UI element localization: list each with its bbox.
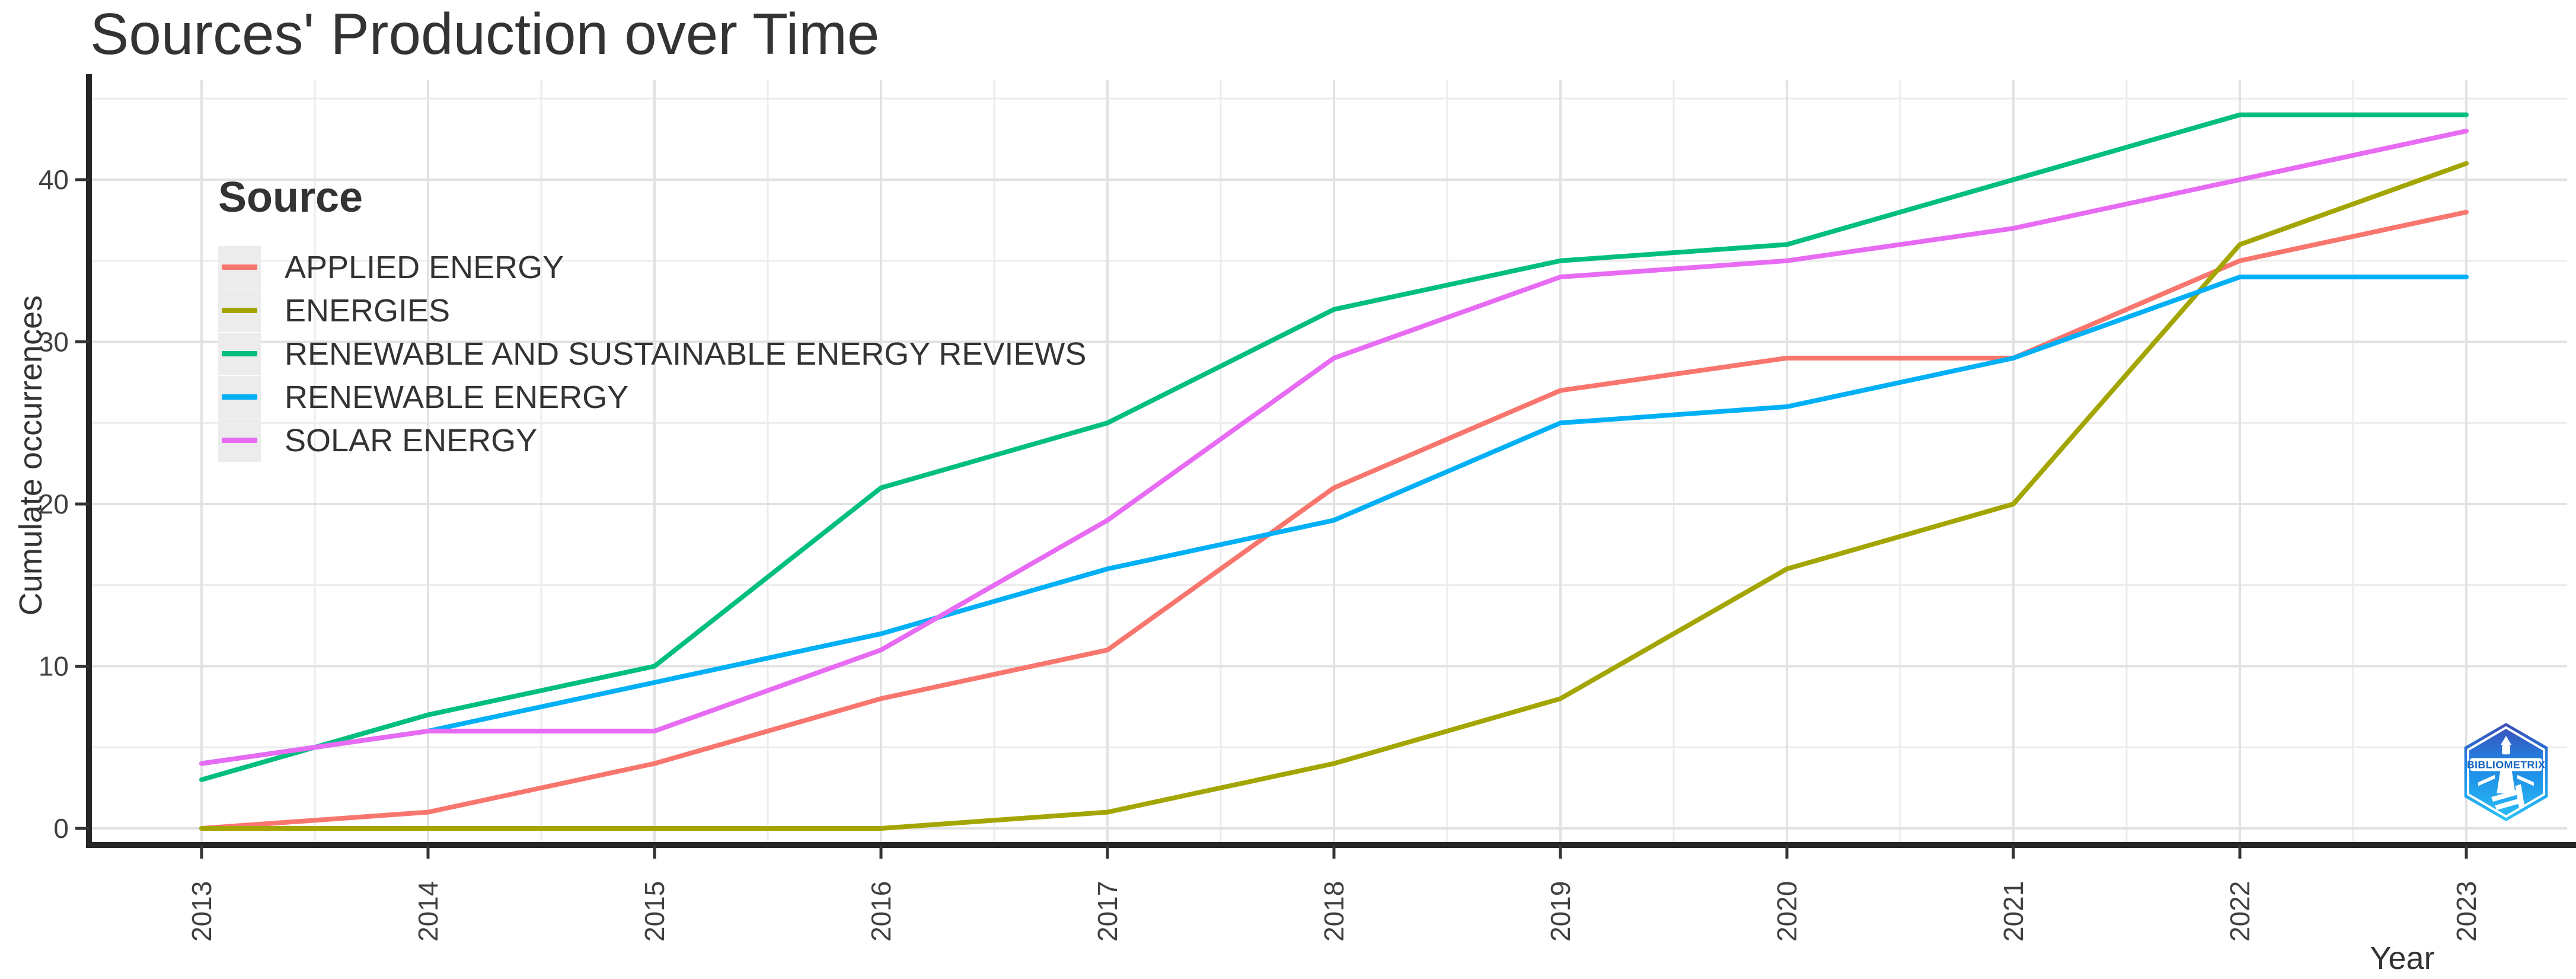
logo-hexagon-border: [2466, 726, 2546, 818]
logo-text: BIBLIOMETRIX: [2467, 759, 2546, 771]
legend-label: ENERGIES: [285, 292, 451, 329]
x-tick-label: 2021: [1998, 881, 2029, 942]
legend-swatch-line: [222, 438, 257, 443]
legend-item: SOLAR ENERGY: [218, 419, 1086, 462]
bibliometrix-logo: BIBLIOMETRIX: [2464, 723, 2548, 821]
legend-label: RENEWABLE AND SUSTAINABLE ENERGY REVIEWS: [285, 336, 1087, 372]
legend: Source APPLIED ENERGY ENERGIES RENEWABLE A…: [218, 173, 1086, 462]
x-tick-label: 2022: [2224, 881, 2255, 942]
legend-key: [218, 245, 261, 289]
series-line-energies: [199, 161, 2469, 831]
series-line-applied-energy: [199, 209, 2469, 831]
x-tick-label: 2017: [1092, 881, 1123, 942]
y-tick-label: 30: [39, 327, 69, 358]
series-line-solar-energy: [199, 128, 2469, 766]
x-axis-title: Year: [2370, 940, 2435, 976]
legend-item: APPLIED ENERGY: [218, 245, 1086, 289]
x-tick-label: 2016: [866, 881, 896, 942]
chart-title: Sources' Production over Time: [90, 1, 880, 66]
logo-band: [2470, 758, 2542, 771]
legend-key: [218, 375, 261, 419]
legend-items: APPLIED ENERGY ENERGIES RENEWABLE AND SUST…: [218, 245, 1086, 462]
legend-swatch-line: [222, 394, 257, 400]
legend-swatch-line: [222, 351, 257, 356]
legend-item: ENERGIES: [218, 289, 1086, 332]
legend-item: RENEWABLE ENERGY: [218, 375, 1086, 419]
series-line-renewable-energy: [199, 275, 2469, 766]
y-tick-label: 10: [39, 651, 69, 682]
y-tick-label: 0: [53, 813, 69, 844]
legend-label: APPLIED ENERGY: [285, 249, 564, 285]
y-tick-label: 40: [39, 164, 69, 195]
x-tick-label: 2013: [186, 881, 217, 942]
legend-swatch-line: [222, 264, 257, 270]
legend-label: SOLAR ENERGY: [285, 422, 538, 458]
legend-title: Source: [218, 174, 363, 221]
legend-swatch-line: [222, 308, 257, 313]
x-tick-label: 2015: [639, 881, 670, 942]
legend-key: [218, 289, 261, 332]
x-tick-label: 2019: [1545, 881, 1576, 942]
legend-key: [218, 419, 261, 462]
legend-item: RENEWABLE AND SUSTAINABLE ENERGY REVIEWS: [218, 332, 1086, 375]
x-tick-label: 2023: [2451, 881, 2482, 942]
x-tick-label: 2020: [1771, 881, 1802, 942]
logo-lighthouse: [2478, 736, 2534, 811]
legend-label: RENEWABLE ENERGY: [285, 379, 629, 415]
series-line-renewable-and-sustainable-energy-reviews: [199, 112, 2469, 782]
x-tick-label: 2018: [1319, 881, 1349, 942]
y-tick-label: 20: [39, 489, 69, 519]
x-tick-label: 2014: [413, 881, 443, 942]
legend-key: [218, 332, 261, 375]
